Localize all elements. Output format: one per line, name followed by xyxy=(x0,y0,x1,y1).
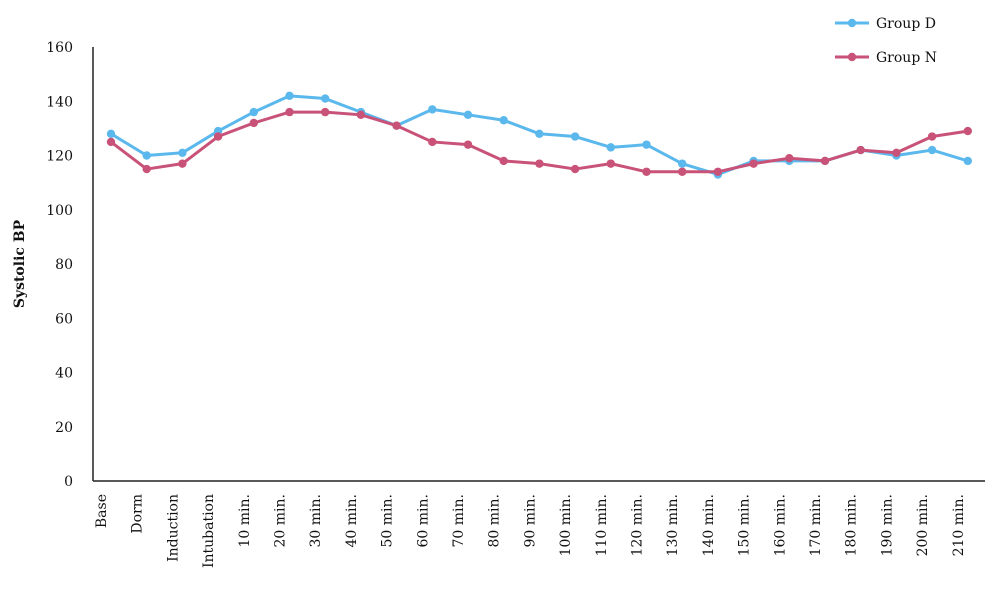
data-point xyxy=(321,107,330,117)
x-tick-label: Induction xyxy=(165,494,181,562)
data-point xyxy=(642,167,651,176)
x-tick-label: 110 min. xyxy=(594,494,610,556)
x-tick-label: 210 min. xyxy=(951,494,967,556)
data-point xyxy=(927,132,937,141)
data-point xyxy=(820,156,830,166)
series-1 xyxy=(106,107,972,176)
x-tick-label: 10 min. xyxy=(237,494,253,547)
data-point xyxy=(749,159,758,168)
data-point xyxy=(463,140,473,149)
x-tick-label: Dorm xyxy=(130,494,146,534)
data-point xyxy=(856,145,865,155)
data-point xyxy=(142,164,151,174)
data-point xyxy=(106,129,116,138)
data-point xyxy=(428,105,437,114)
y-tick-labels: 0 20 40 60 80 100 120 140 160 xyxy=(46,40,73,490)
legend-item: Group D xyxy=(835,16,936,32)
y-tick-label: 40 xyxy=(55,366,73,382)
data-point xyxy=(606,143,615,152)
y-tick-label: 0 xyxy=(64,474,73,490)
x-tick-label: 160 min. xyxy=(772,494,788,556)
y-tick-label: 20 xyxy=(55,420,73,436)
data-point xyxy=(535,159,544,168)
data-point xyxy=(249,107,258,117)
data-point xyxy=(499,116,508,125)
data-point xyxy=(285,91,294,101)
x-tick-label: 100 min. xyxy=(558,494,574,556)
data-point xyxy=(392,121,401,130)
data-point xyxy=(963,126,972,136)
legend-label: Group N xyxy=(876,50,937,66)
y-tick-label: 160 xyxy=(46,40,73,56)
y-tick-label: 100 xyxy=(46,203,73,219)
x-tick-label: 130 min. xyxy=(665,494,681,556)
data-point xyxy=(927,145,937,155)
data-point xyxy=(785,154,794,163)
x-tick-labels: Base Dorm Induction Intubation 10 min. 20 min… xyxy=(94,494,967,568)
x-tick-label: 170 min. xyxy=(808,494,824,556)
data-point xyxy=(463,110,473,120)
x-tick-label: 30 min. xyxy=(308,494,324,547)
data-point xyxy=(428,137,437,147)
x-tick-label: 90 min. xyxy=(522,494,538,547)
legend: Group D Group N xyxy=(835,16,937,66)
data-point xyxy=(963,156,972,166)
legend-item: Group N xyxy=(835,50,937,66)
data-point xyxy=(892,148,901,157)
data-point xyxy=(535,129,544,138)
x-tick-label: 150 min. xyxy=(737,494,753,556)
data-point xyxy=(713,167,723,176)
y-tick-label: 120 xyxy=(46,149,73,165)
data-point xyxy=(499,156,508,166)
data-point xyxy=(249,118,258,128)
data-point xyxy=(356,110,366,120)
data-point xyxy=(678,167,687,176)
x-tick-label: 80 min. xyxy=(487,494,503,547)
legend-label: Group D xyxy=(876,16,936,32)
axes xyxy=(92,47,985,482)
x-tick-label: 180 min. xyxy=(844,494,860,556)
data-point xyxy=(106,137,116,147)
y-axis-label: Systolic BP xyxy=(12,219,28,308)
x-tick-label: 50 min. xyxy=(380,494,396,547)
y-tick-label: 80 xyxy=(55,257,73,273)
data-point xyxy=(570,164,580,174)
y-tick-label: 60 xyxy=(55,311,73,327)
x-tick-label: 140 min. xyxy=(701,494,717,556)
data-point xyxy=(285,107,294,117)
x-tick-label: 60 min. xyxy=(415,494,431,547)
x-tick-label: 70 min. xyxy=(451,494,467,547)
data-point xyxy=(213,132,223,141)
x-tick-label: 190 min. xyxy=(879,494,895,556)
data-point xyxy=(678,159,687,168)
data-point xyxy=(570,132,580,141)
data-point xyxy=(178,148,187,157)
x-tick-label: 40 min. xyxy=(344,494,360,547)
x-tick-label: 120 min. xyxy=(630,494,646,556)
data-point xyxy=(642,140,651,149)
legend-swatch-marker xyxy=(847,52,857,62)
data-point xyxy=(142,151,151,160)
data-point xyxy=(178,159,187,168)
x-tick-label: 200 min. xyxy=(915,494,931,556)
data-point xyxy=(321,94,330,103)
legend-swatch-marker xyxy=(847,18,857,28)
x-tick-label: Base xyxy=(94,494,110,528)
x-tick-label: Intubation xyxy=(201,494,217,568)
x-tick-label: 20 min. xyxy=(273,494,289,547)
y-tick-label: 140 xyxy=(46,94,73,110)
data-point xyxy=(606,159,615,168)
series-group xyxy=(106,91,972,179)
